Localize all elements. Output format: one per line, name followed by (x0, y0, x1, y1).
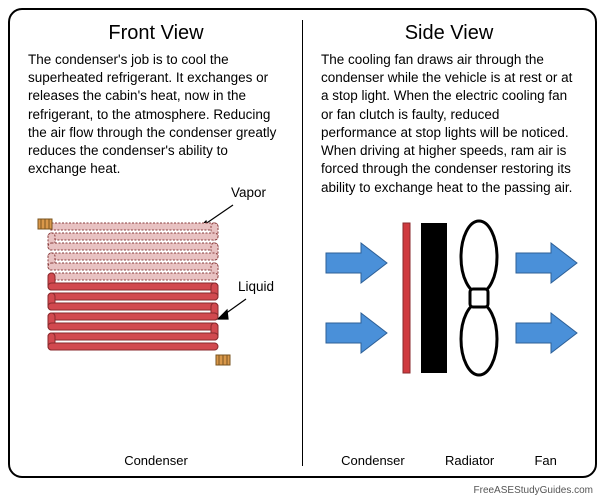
side-svg (321, 205, 591, 395)
caption-fan: Fan (534, 453, 556, 468)
top-fitting (38, 219, 52, 229)
airflow-arrow-in-top (326, 243, 387, 283)
condenser-coil (48, 223, 218, 350)
side-paragraph: The cooling fan draws air through the co… (321, 51, 577, 197)
side-view-column: Side View The cooling fan draws air thro… (303, 10, 595, 476)
diagram-frame: Front View The condenser's job is to coo… (8, 8, 597, 478)
front-caption: Condenser (28, 453, 284, 468)
airflow-arrow-out-bottom (516, 313, 577, 353)
front-paragraph: The condenser's job is to cool the super… (28, 51, 284, 179)
airflow-side-diagram (321, 197, 577, 451)
liquid-pointer-arrow (218, 299, 246, 319)
radiator-bar (421, 223, 447, 373)
condenser-front-diagram: Vapor Liquid (28, 179, 284, 451)
caption-radiator: Radiator (445, 453, 494, 468)
condenser-svg (28, 179, 288, 409)
airflow-arrow-in-bottom (326, 313, 387, 353)
footer-credit: FreeASEStudyGuides.com (474, 485, 594, 496)
condenser-bar (403, 223, 410, 373)
side-title: Side View (321, 22, 577, 45)
front-view-column: Front View The condenser's job is to coo… (10, 10, 302, 476)
front-title: Front View (28, 22, 284, 45)
side-captions: Condenser Radiator Fan (321, 453, 577, 468)
fan-shape (461, 221, 497, 375)
airflow-arrow-out-top (516, 243, 577, 283)
bottom-fitting (216, 355, 230, 365)
caption-condenser: Condenser (341, 453, 405, 468)
